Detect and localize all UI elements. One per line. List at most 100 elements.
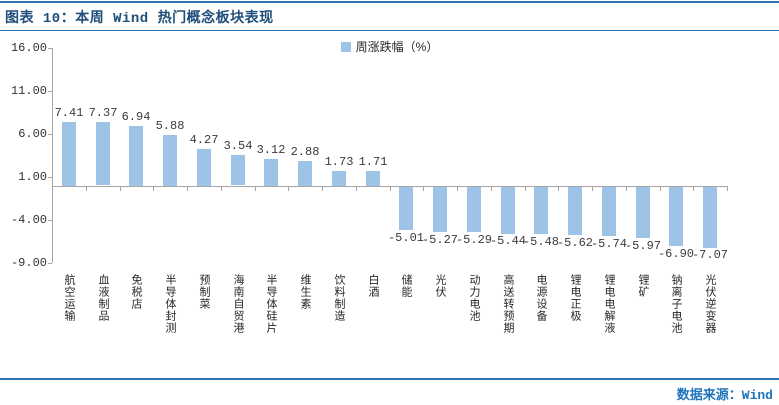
x-axis-tick xyxy=(525,186,526,191)
bar xyxy=(298,161,312,186)
category-label: 动力电池 xyxy=(468,274,480,322)
title-divider xyxy=(0,30,779,31)
chart-legend: 周涨跌幅（%） xyxy=(0,41,779,53)
category-label: 锂电正极 xyxy=(569,274,581,322)
y-axis-line xyxy=(52,48,53,263)
x-axis-tick xyxy=(660,186,661,191)
x-axis-tick xyxy=(322,186,323,191)
legend-color-swatch xyxy=(340,42,351,52)
x-axis-tick xyxy=(457,186,458,191)
y-axis-tick-label: -4.00 xyxy=(10,213,47,227)
y-axis-tick-label: 11.00 xyxy=(10,84,47,98)
bar-value-label: 7.37 xyxy=(88,106,118,120)
bar-value-label: -5.97 xyxy=(624,239,661,253)
x-axis-tick xyxy=(221,186,222,191)
bar xyxy=(568,187,582,235)
bar-value-label: -5.44 xyxy=(489,234,526,248)
bar xyxy=(636,187,650,238)
category-label: 半导体硅片 xyxy=(265,274,277,334)
category-label: 光伏逆变器 xyxy=(704,274,716,334)
bar-value-label: -6.90 xyxy=(657,247,694,261)
bar xyxy=(163,135,177,186)
bar-value-label: 7.41 xyxy=(54,106,84,120)
bar xyxy=(703,187,717,248)
bar-value-label: 3.54 xyxy=(223,139,253,153)
figure-title: 图表 10：本周 Wind 热门概念板块表现 xyxy=(5,11,274,27)
bar-value-label: -7.07 xyxy=(691,248,728,262)
bottom-divider xyxy=(0,378,779,380)
x-axis-tick xyxy=(423,186,424,191)
category-label: 电源设备 xyxy=(535,274,547,322)
x-axis-tick xyxy=(558,186,559,191)
data-source-label: 数据来源：Wind xyxy=(676,388,773,403)
bar xyxy=(501,187,515,234)
bar-value-label: 2.88 xyxy=(290,145,320,159)
y-axis-tick xyxy=(48,263,52,264)
y-axis-tick-label: 16.00 xyxy=(10,41,47,55)
y-axis-tick-label: -9.00 xyxy=(10,256,47,270)
category-label: 海南自贸港 xyxy=(232,274,244,334)
bar-value-label: 5.88 xyxy=(155,119,185,133)
legend-series-label: 周涨跌幅（%） xyxy=(355,40,439,54)
category-label: 白酒 xyxy=(367,274,379,298)
bar-value-label: -5.29 xyxy=(455,233,492,247)
category-label: 预制菜 xyxy=(198,274,210,310)
x-axis-line xyxy=(52,186,727,187)
x-axis-tick xyxy=(592,186,593,191)
category-label: 半导体封测 xyxy=(164,274,176,334)
y-axis-tick xyxy=(48,48,52,49)
bar-value-label: 6.94 xyxy=(121,110,151,124)
bar xyxy=(129,126,143,186)
bar-value-label: 3.12 xyxy=(256,143,286,157)
x-axis-tick xyxy=(390,186,391,191)
bar xyxy=(467,187,481,232)
x-axis-tick xyxy=(86,186,87,191)
bar xyxy=(96,122,110,185)
category-label: 高送转预期 xyxy=(502,274,514,334)
category-label: 维生素 xyxy=(299,274,311,310)
x-axis-tick xyxy=(693,186,694,191)
bar xyxy=(534,187,548,234)
bar-value-label: -5.62 xyxy=(556,236,593,250)
top-divider xyxy=(0,1,779,3)
bar-value-label: 4.27 xyxy=(189,133,219,147)
y-axis-tick xyxy=(48,177,52,178)
bar-value-label: -5.27 xyxy=(421,233,458,247)
x-axis-tick xyxy=(153,186,154,191)
bar-value-label: -5.48 xyxy=(522,235,559,249)
bar-value-label: 1.71 xyxy=(358,155,388,169)
y-axis-tick xyxy=(48,220,52,221)
category-label: 锂矿 xyxy=(637,274,649,298)
category-label: 锂电电解液 xyxy=(603,274,615,334)
bar-value-label: -5.01 xyxy=(387,231,424,245)
bar xyxy=(399,187,413,230)
bar xyxy=(602,187,616,236)
x-axis-tick xyxy=(288,186,289,191)
category-label: 免税店 xyxy=(130,274,142,310)
bar xyxy=(433,187,447,232)
category-label: 航空运输 xyxy=(63,274,75,322)
category-label: 饮料制造 xyxy=(333,274,345,322)
x-axis-tick xyxy=(626,186,627,191)
y-axis-tick xyxy=(48,91,52,92)
bar xyxy=(197,149,211,186)
bar xyxy=(231,155,245,185)
x-axis-tick xyxy=(491,186,492,191)
y-axis-tick-label: 6.00 xyxy=(18,127,47,141)
x-axis-tick xyxy=(727,186,728,191)
x-axis-tick xyxy=(187,186,188,191)
x-axis-tick xyxy=(356,186,357,191)
x-axis-tick xyxy=(120,186,121,191)
category-label: 钠离子电池 xyxy=(670,274,682,334)
bar xyxy=(62,122,76,186)
y-axis-tick-label: 1.00 xyxy=(18,170,47,184)
bar xyxy=(669,187,683,246)
bar xyxy=(332,171,346,186)
category-label: 储能 xyxy=(400,274,412,298)
y-axis-tick xyxy=(48,134,52,135)
category-label: 血液制品 xyxy=(97,274,109,322)
bar-value-label: 1.73 xyxy=(324,155,354,169)
bar xyxy=(264,159,278,186)
